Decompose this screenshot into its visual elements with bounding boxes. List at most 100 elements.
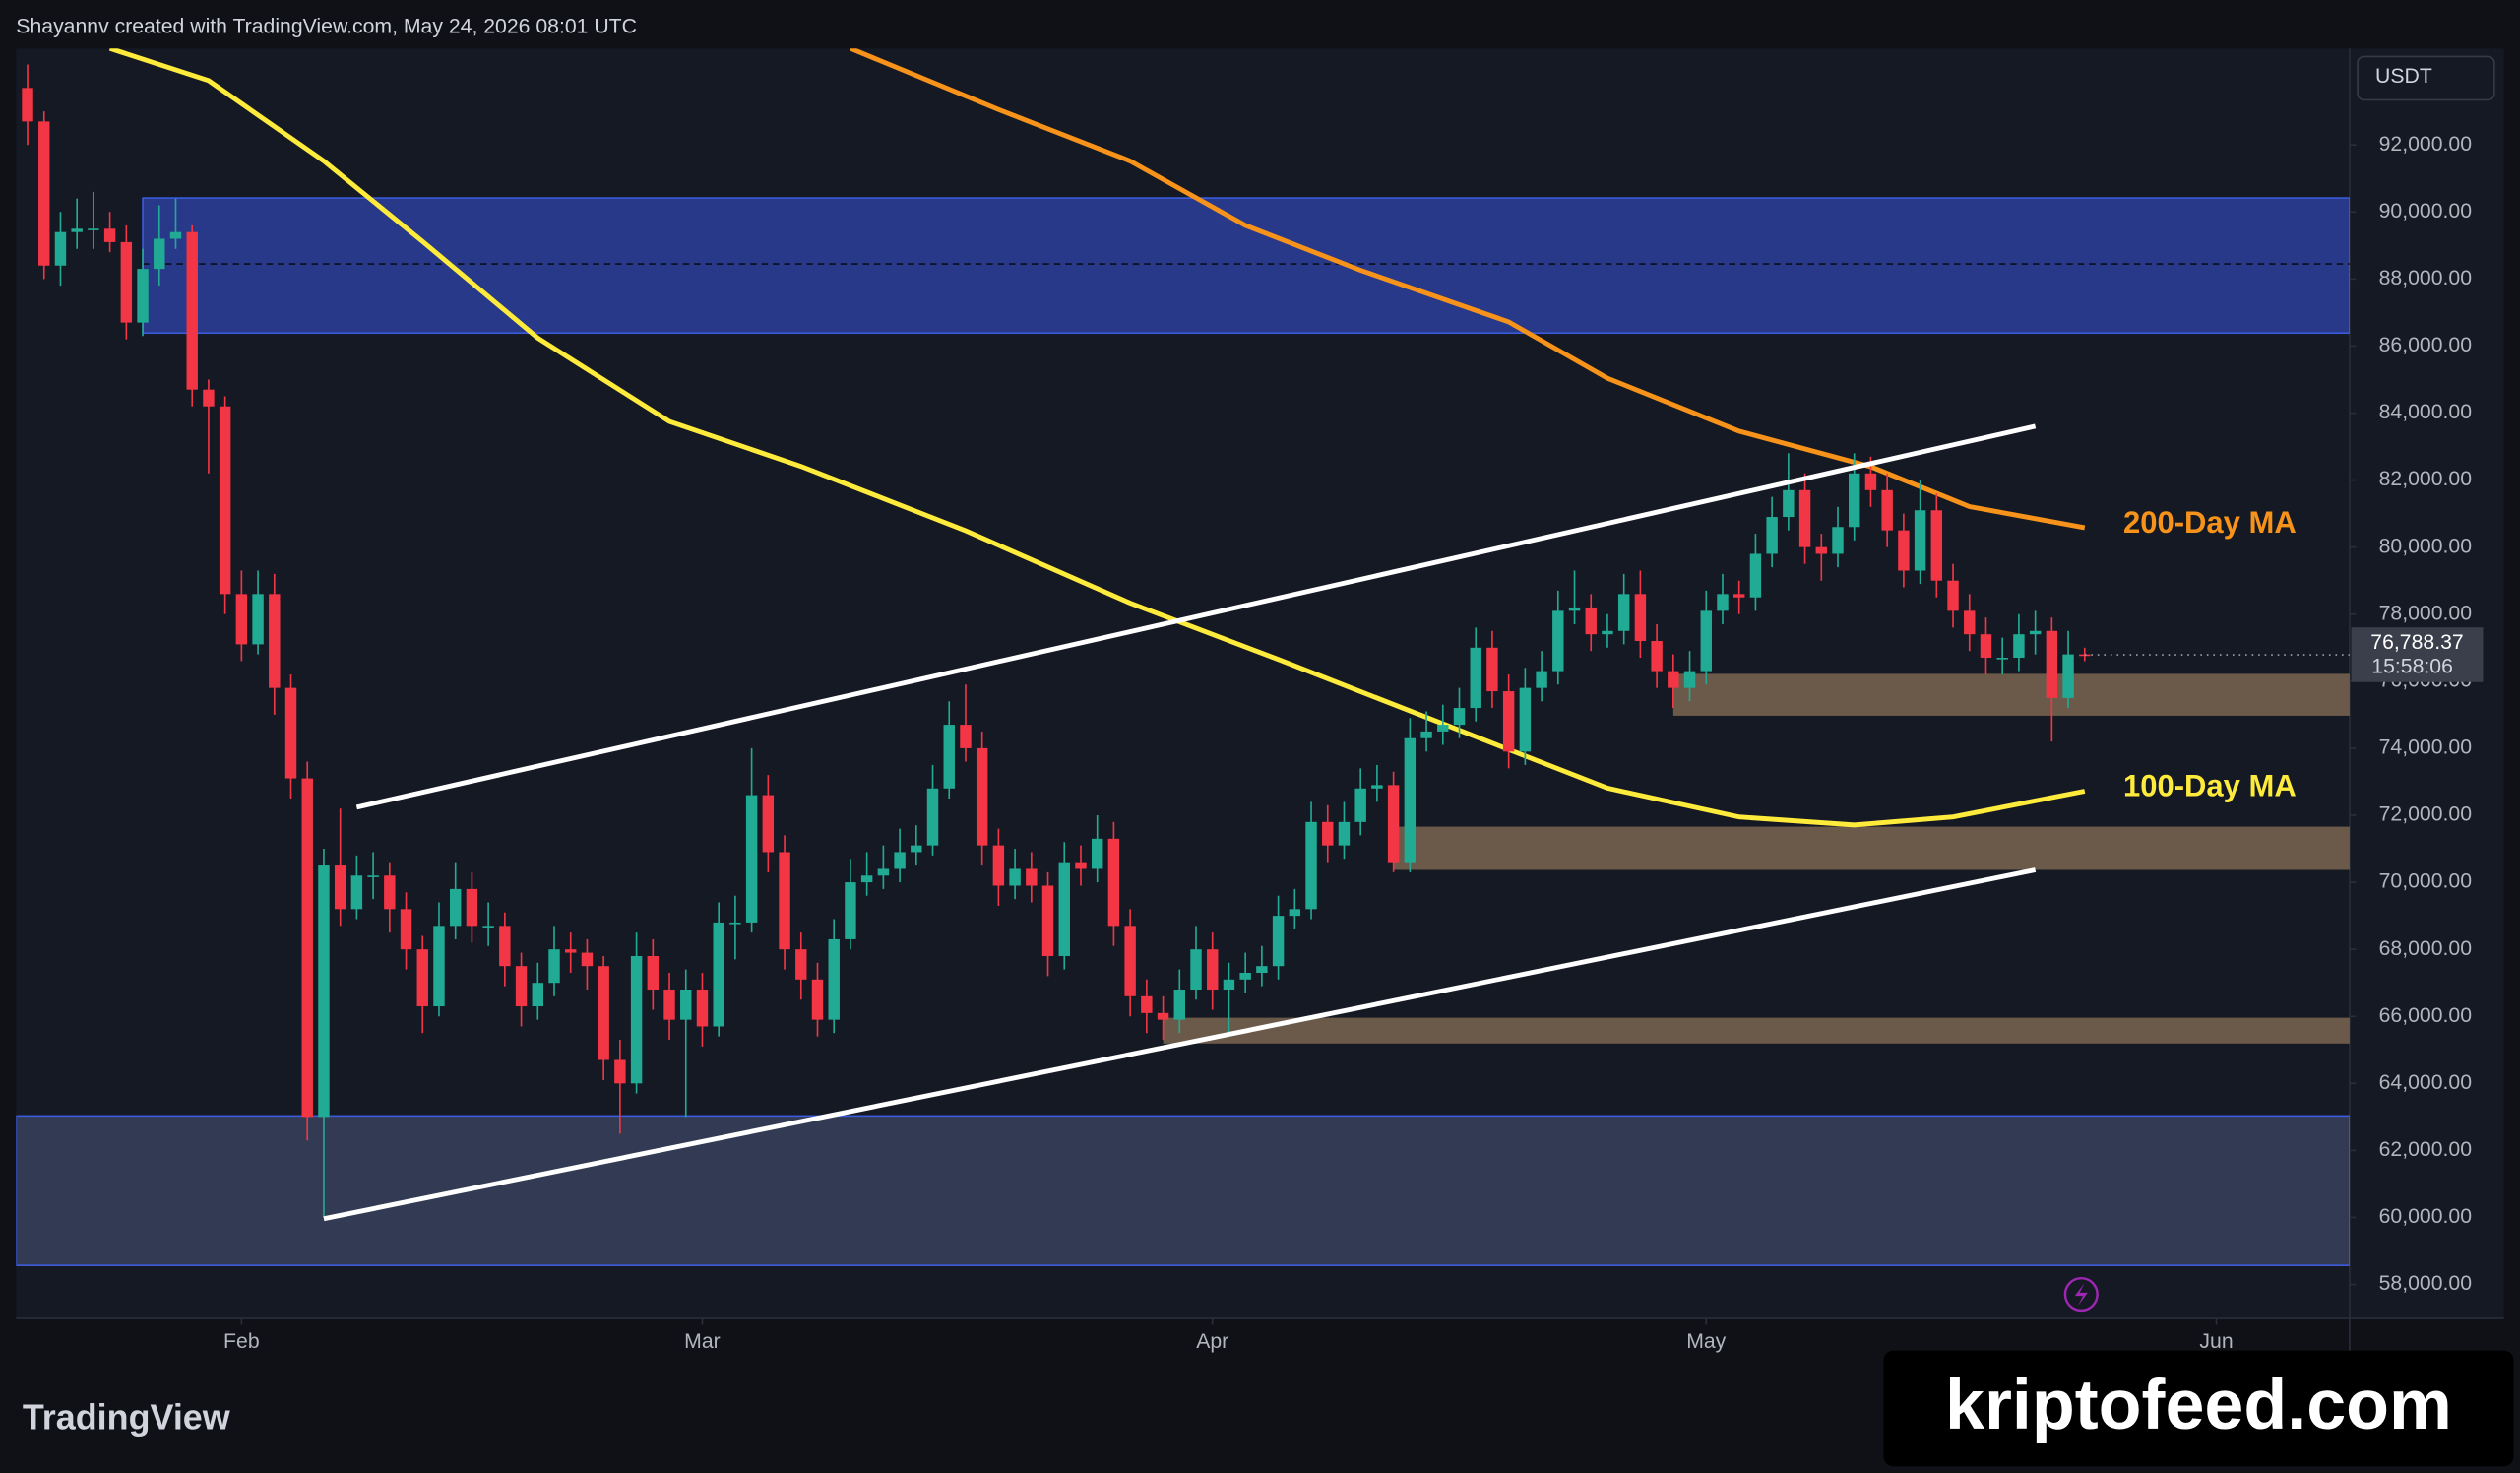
candle-body <box>1338 821 1351 846</box>
candle-body <box>1322 821 1334 846</box>
candle-body <box>1732 594 1745 598</box>
candle-body <box>926 788 939 846</box>
x-tick-label: Apr <box>1196 1330 1228 1353</box>
candle-body <box>663 990 675 1020</box>
candle-body <box>696 990 709 1027</box>
candle-body <box>186 231 198 390</box>
candle-body <box>1502 691 1515 752</box>
y-tick-label: 86,000.00 <box>2379 334 2472 356</box>
candle-body <box>88 228 99 230</box>
legend-label: 200-Day MA <box>2123 505 2297 540</box>
candle-body <box>1651 640 1663 672</box>
candle-body <box>1470 647 1481 709</box>
candle-body <box>1075 862 1087 869</box>
candle-body <box>1881 489 1893 531</box>
candle-body <box>828 938 840 1020</box>
candle-body <box>1371 785 1383 789</box>
candle-body <box>598 966 609 1060</box>
candle-body <box>1947 580 1959 611</box>
zone <box>142 197 2350 335</box>
y-tick-label: 62,000.00 <box>2379 1138 2472 1161</box>
candle-body <box>1815 546 1828 554</box>
candle-body <box>515 966 528 1007</box>
candle-body <box>71 228 83 232</box>
candle-body <box>1289 909 1301 917</box>
candle-body <box>1617 594 1630 631</box>
candle-body <box>2046 630 2058 698</box>
zone <box>16 1115 2350 1266</box>
channel-line <box>323 867 2037 1222</box>
candle-body <box>1453 708 1466 726</box>
candle-body <box>1420 731 1432 738</box>
price-axis <box>2349 48 2504 1319</box>
candle-body <box>548 949 560 984</box>
candle-body <box>745 795 758 923</box>
candle-body <box>1058 862 1070 956</box>
candle-body <box>433 926 445 1007</box>
candle-body <box>1930 510 1943 581</box>
candle-body <box>284 687 297 779</box>
candle-body <box>845 882 856 939</box>
candle-body <box>1009 868 1021 886</box>
candle-body <box>1256 966 1268 973</box>
candle-body <box>466 888 478 927</box>
candle-body <box>269 594 281 688</box>
candle-body <box>203 389 215 407</box>
candle-body <box>811 979 824 1020</box>
candle-body <box>911 845 922 853</box>
branding: TradingView <box>23 1396 230 1437</box>
candle-body <box>1354 788 1366 822</box>
candle-body <box>976 747 988 846</box>
candle-body <box>400 909 412 950</box>
candle-body <box>1157 1012 1169 1020</box>
candle-body <box>1798 489 1811 547</box>
y-tick-label: 60,000.00 <box>2379 1205 2472 1228</box>
candle-body <box>1124 926 1136 996</box>
candle-body <box>1041 885 1054 956</box>
candle-body <box>449 888 462 927</box>
y-tick-label: 80,000.00 <box>2379 535 2472 557</box>
currency-box[interactable] <box>2357 55 2495 101</box>
candle-body <box>894 852 906 869</box>
candle-body <box>877 868 890 876</box>
candle-body <box>565 949 577 953</box>
candle-body <box>943 725 955 789</box>
y-tick-label: 72,000.00 <box>2379 803 2472 826</box>
candle-body <box>22 88 33 122</box>
candle-body <box>779 852 790 950</box>
x-tick-label: Mar <box>684 1330 721 1353</box>
candle-body <box>154 238 165 270</box>
candle-body <box>1568 607 1581 611</box>
candle-body <box>367 875 379 877</box>
candle-body <box>2029 630 2042 635</box>
currency: USDT <box>2375 65 2432 88</box>
candle-body <box>1832 527 1844 554</box>
y-tick-label: 84,000.00 <box>2379 401 2472 423</box>
plot <box>16 48 2350 1266</box>
candle-body <box>960 725 972 748</box>
candle-body <box>1486 647 1498 692</box>
candle-body <box>1519 687 1532 752</box>
candle-body <box>384 875 396 910</box>
channel-line <box>355 423 2037 810</box>
zone <box>1672 673 2350 716</box>
y-tick-label: 82,000.00 <box>2379 468 2472 490</box>
y-tick-label: 90,000.00 <box>2379 200 2472 223</box>
candle-body <box>1914 510 1926 571</box>
candle-body <box>1141 995 1153 1013</box>
candle-body <box>416 949 428 1007</box>
y-tick-label: 74,000.00 <box>2379 736 2472 759</box>
candle-body <box>1749 553 1762 598</box>
candle-body <box>1683 671 1696 688</box>
candle-body <box>1717 594 1729 611</box>
alert-icon[interactable] <box>2063 1276 2099 1313</box>
candle-body <box>1239 972 1251 980</box>
y-tick-label: 58,000.00 <box>2379 1272 2472 1295</box>
candle-body <box>647 955 660 991</box>
zone <box>1393 826 2350 870</box>
countdown: 15:58:06 <box>2371 656 2453 678</box>
candle-body <box>1602 630 1613 635</box>
candle-body <box>1964 610 1976 635</box>
candle-body <box>1272 916 1285 967</box>
y-tick-label: 66,000.00 <box>2379 1004 2472 1027</box>
